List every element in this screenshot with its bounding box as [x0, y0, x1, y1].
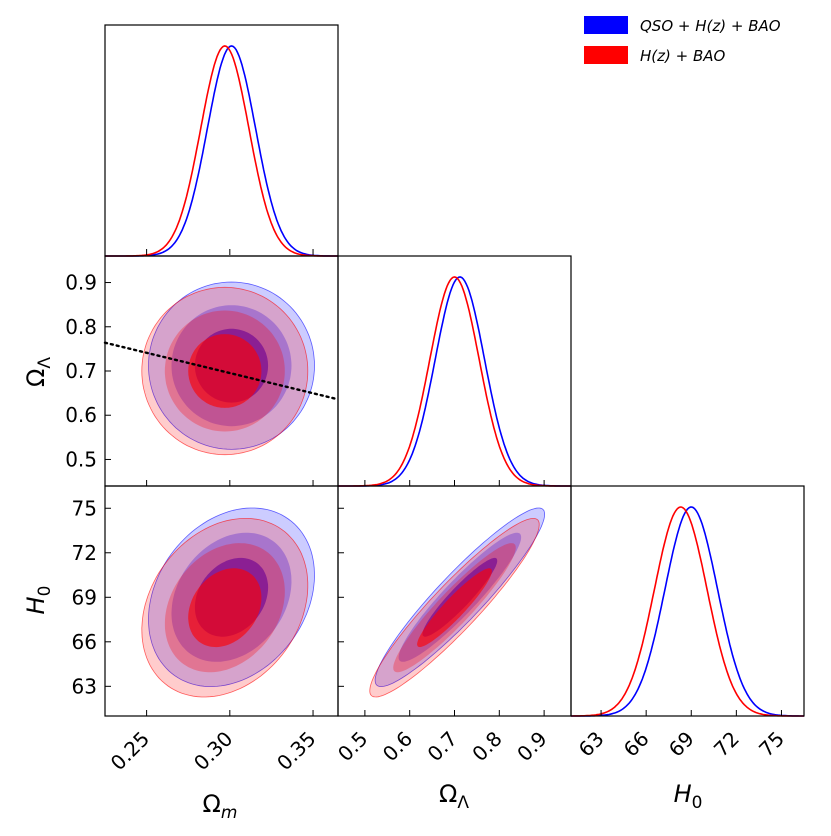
legend-label-hz: H(z) + BAO — [640, 47, 726, 65]
yticklabel-h0-4: 75 — [72, 496, 97, 520]
yticklabel-ol-2: 0.7 — [65, 359, 97, 383]
contour-ol-h0-s1-l2 — [417, 568, 492, 648]
p31-clipped — [141, 507, 315, 698]
ylabel-ol: ΩΛ — [22, 357, 55, 387]
marginal-curve-ol-0 — [338, 276, 571, 487]
xticklabel-ol-2: 0.7 — [423, 727, 462, 766]
panel-h0-marginal — [570, 485, 805, 717]
xlabel-h0-sub: 0 — [692, 793, 703, 813]
legend: QSO + H(z) + BAO H(z) + BAO — [584, 16, 781, 65]
legend-swatch-hz — [584, 46, 628, 64]
legend-label-qso: QSO + H(z) + BAO — [640, 17, 781, 35]
om-vs-h0-contours — [141, 507, 315, 698]
ol-marginal-curves — [338, 276, 571, 487]
yticklabel-h0-1: 66 — [72, 630, 97, 654]
xticklabel-ol-4: 0.9 — [512, 727, 551, 766]
panel-om-vs-h0 — [104, 485, 339, 717]
p32-clipped — [369, 507, 545, 698]
xlabel-om-sub: m — [221, 803, 238, 823]
contour-om-ol-s1-l2 — [188, 334, 262, 408]
panel-om-vs-ol — [103, 255, 340, 487]
ylabel-h0-sub: 0 — [35, 586, 55, 597]
xticklabel-h0-0: 63 — [574, 727, 609, 762]
xlabel-h0: H0 — [674, 780, 703, 813]
xticklabel-h0-2: 69 — [664, 727, 699, 762]
yticklabel-h0-3: 72 — [72, 541, 97, 565]
om-marginal-frame — [104, 24, 339, 257]
h0-marginal-frame — [570, 485, 805, 717]
marginal-curve-ol-1 — [338, 276, 571, 487]
yticklabel-ol-1: 0.6 — [65, 403, 97, 427]
contour-om-h0-s1-l2 — [188, 568, 262, 648]
yticklabel-h0-0: 63 — [72, 674, 97, 698]
ylabel-h0: H0 — [22, 586, 55, 615]
om-vs-ol-contours — [103, 281, 340, 456]
p21-clipped — [141, 281, 315, 456]
ol-vs-h0-contours — [369, 507, 545, 698]
xlabel-ol-sub: Λ — [457, 793, 469, 813]
panel-ol-vs-h0 — [337, 485, 572, 717]
marginal-curve-h0-0 — [571, 506, 804, 717]
ol-marginal-frame — [337, 255, 572, 487]
xticklabel-h0-1: 66 — [619, 727, 654, 762]
xticklabel-h0-4: 75 — [754, 727, 789, 762]
ylabel-ol-sub: Λ — [35, 357, 55, 369]
yticklabel-ol-4: 0.9 — [65, 271, 97, 295]
panel-om-marginal — [104, 24, 339, 257]
xticklabel-ol-1: 0.6 — [378, 727, 417, 766]
panel-ol-marginal — [337, 255, 572, 487]
yticklabel-h0-2: 69 — [72, 585, 97, 609]
marginal-curve-om-0 — [105, 45, 338, 257]
xticklabel-om-1: 0.30 — [189, 727, 237, 775]
legend-swatch-qso — [584, 16, 628, 34]
xticklabel-ol-0: 0.5 — [333, 727, 372, 766]
reference-dotted-line — [103, 341, 340, 401]
om-marginal-curves — [105, 45, 338, 257]
yticklabel-ol-3: 0.8 — [65, 315, 97, 339]
xticklabel-om-2: 0.35 — [272, 727, 320, 775]
xticklabel-ol-3: 0.8 — [467, 727, 506, 766]
xticklabel-h0-3: 72 — [709, 727, 744, 762]
marginal-curve-h0-1 — [571, 506, 804, 717]
yticklabel-ol-0: 0.5 — [65, 447, 97, 471]
marginal-curve-om-1 — [105, 45, 338, 257]
xticklabel-om-0: 0.25 — [106, 727, 154, 775]
xlabel-ol: ΩΛ — [439, 780, 469, 813]
xlabel-om: Ωm — [203, 790, 238, 823]
h0-marginal-curves — [571, 506, 804, 717]
